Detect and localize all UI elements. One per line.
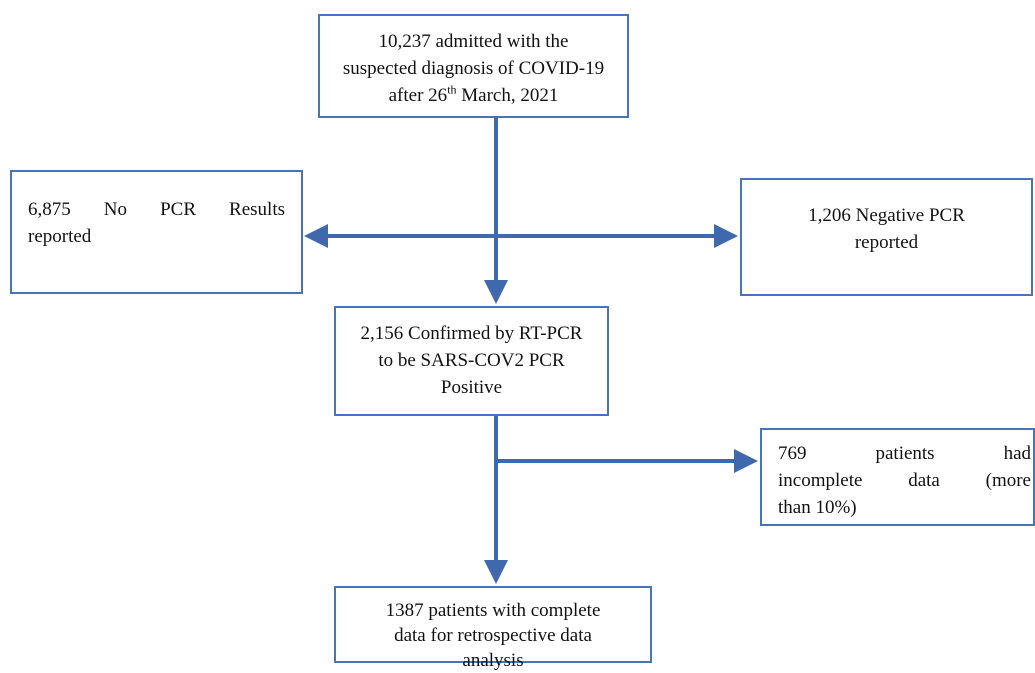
node-line: than 10%): [778, 497, 857, 518]
node-line: analysis: [462, 650, 524, 671]
node-line: Positive: [440, 377, 503, 398]
node-line: 1387 patients with complete: [385, 600, 601, 621]
node-complete: 1387 patients with complete data for ret…: [334, 586, 652, 671]
node-line: 769 patients had: [778, 443, 1031, 464]
node-line: 1,206 Negative PCR: [808, 205, 965, 226]
node-line: 2,156 Confirmed by RT-PCR: [360, 323, 583, 344]
node-admitted: 10,237 admitted with the suspected diagn…: [318, 14, 629, 118]
node-confirmed: 2,156 Confirmed by RT-PCR to be SARS-COV…: [334, 306, 609, 416]
node-incomplete: 769 patients had incomplete data (more t…: [760, 428, 1035, 526]
text: after 26: [388, 85, 448, 106]
node-line: after 26th March, 2021: [320, 82, 627, 109]
node-negative: 1,206 Negative PCR reported: [740, 178, 1033, 296]
node-no-pcr: 6,875 No PCR Results reported: [10, 170, 303, 294]
node-line: reported: [28, 226, 92, 247]
node-line: data for retrospective data: [394, 625, 592, 646]
node-line: incomplete data (more: [778, 470, 1031, 491]
node-line: 10,237 admitted with the: [378, 31, 569, 52]
node-line: reported: [854, 232, 919, 253]
node-line: 6,875 No PCR Results: [28, 199, 285, 220]
node-line: to be SARS-COV2 PCR: [378, 350, 565, 371]
text: March, 2021: [456, 85, 559, 106]
node-line: suspected diagnosis of COVID-19: [342, 58, 605, 79]
superscript: th: [447, 82, 457, 97]
